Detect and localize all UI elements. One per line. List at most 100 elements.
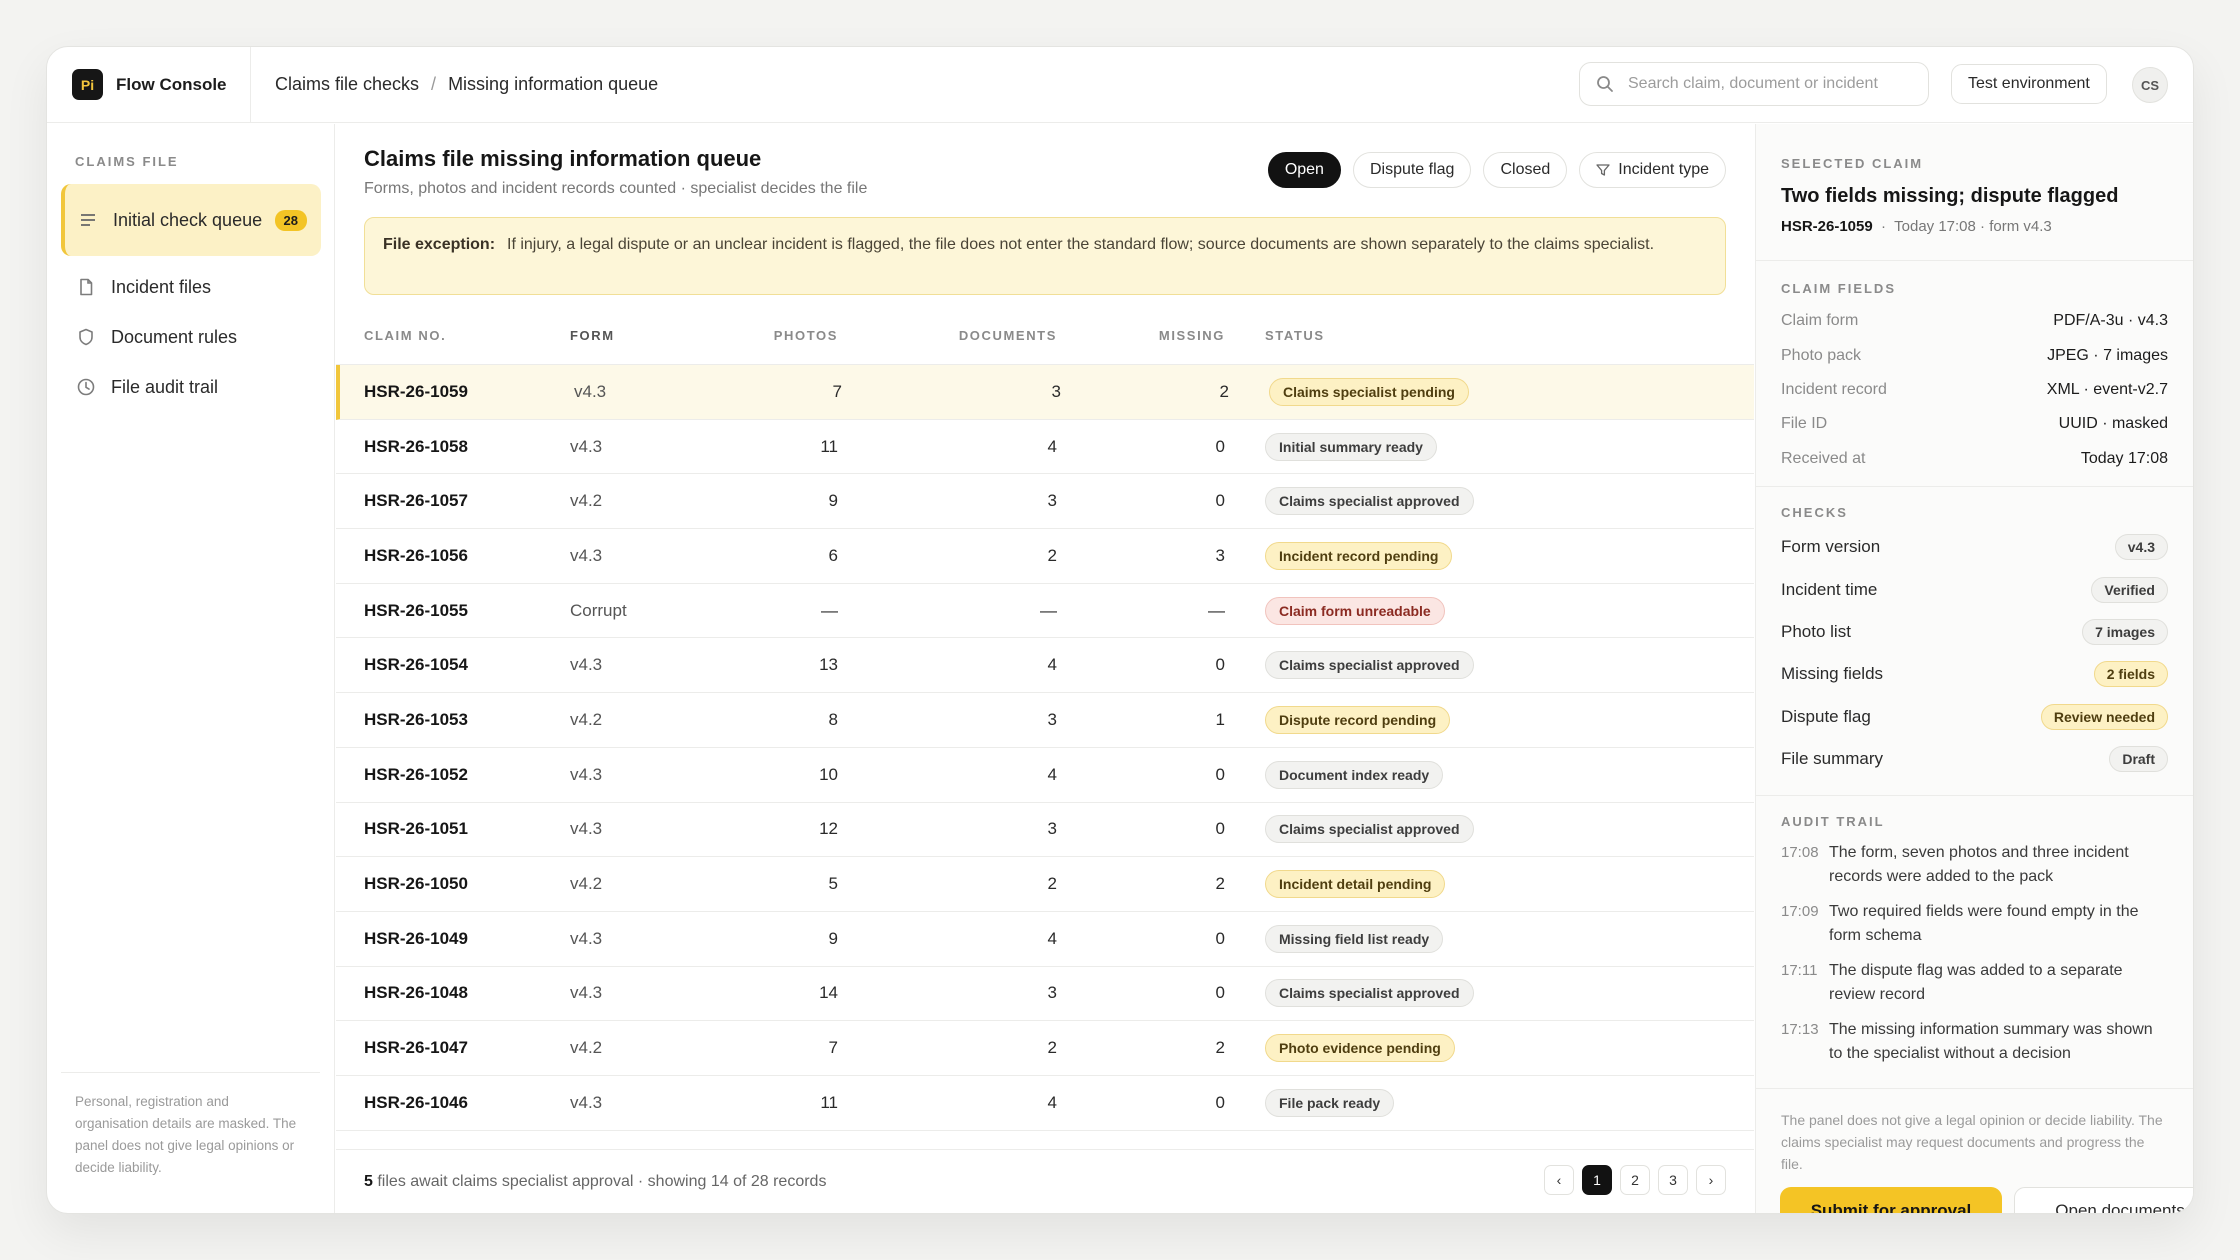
sidebar-item-label: Document rules [111,327,238,347]
column-header-status[interactable]: STATUS [1265,328,1325,343]
filter-dispute-flag[interactable]: Dispute flag [1352,152,1472,188]
document-count: 3 [1047,491,1057,511]
table-row[interactable]: HSR-26-1049 v4.3 9 4 0 Missing field list rea… [336,912,1754,967]
status-cell: Initial summary ready [1225,432,1437,461]
audit-time: 17:11 [1781,962,1818,979]
table-row[interactable]: HSR-26-1059 v4.3 7 3 2 Claims specialist pend… [336,365,1754,420]
status-badge: File pack ready [1265,1088,1395,1117]
column-header-documents[interactable]: DOCUMENTS [958,328,1057,343]
missing-count: 0 [1215,491,1225,511]
table-row[interactable]: HSR-26-1051 v4.3 12 3 0 Claims specialist app… [336,803,1754,858]
claim-number: HSR-26-1050 [364,874,468,894]
open-documents-button[interactable]: Open documents [2014,1187,2193,1213]
table-row[interactable]: HSR-26-1057 v4.2 9 3 0 Claims specialist appr… [336,474,1754,530]
table-row[interactable]: HSR-26-1056 v4.3 6 2 3 Incident record pendin… [336,529,1754,584]
audit-description: The dispute flag was added to a separate… [1829,962,2123,1003]
section-title: CLAIM FIELDS [1781,281,1896,296]
photo-count: 13 [819,655,838,675]
environment-button[interactable]: Test environment [1951,64,2107,104]
search-input[interactable] [1628,75,1878,93]
form-version: v4.3 [574,381,607,401]
document-count: — [1040,600,1057,620]
submit-for-approval-button[interactable]: Submit for approval [1780,1187,2002,1213]
table-row[interactable]: HSR-26-1053 v4.2 8 3 1 Dispute record pending [336,693,1754,748]
status-badge: Photo evidence pending [1265,1034,1455,1063]
table-row[interactable]: HSR-26-1058 v4.3 11 4 0 Initial summary ready [336,420,1754,475]
table-footer: 5 files await claims specialist approval… [336,1149,1754,1213]
sidebar-item-file-audit-trail[interactable]: File audit trail [61,364,321,410]
checks-list: Form version v4.3 Incident time Verified Pho… [1781,526,2168,780]
column-header-claim-no[interactable]: CLAIM NO. [364,328,447,343]
claim-detail-panel: SELECTED CLAIM Two fields missing; dispu… [1755,124,2193,1213]
photo-count: 14 [819,983,838,1003]
claim-field-row: Incident record XML · event-v2.7 [1781,373,2168,407]
document-count: 2 [1047,1038,1057,1058]
claims-table: CLAIM NO. FORM PHOTOS DOCUMENTS MISSING … [336,307,1754,1131]
claim-number: HSR-26-1058 [364,436,468,456]
table-row[interactable]: HSR-26-1050 v4.2 5 2 2 Incident detail pendin… [336,857,1754,912]
check-status-badge: Verified [2091,576,2168,603]
status-cell: Document index ready [1225,760,1444,789]
table-row[interactable]: HSR-26-1052 v4.3 10 4 0 Document index ready [336,748,1754,803]
column-header-form[interactable]: FORM [570,328,615,343]
sidebar-item-document-rules[interactable]: Document rules [61,314,321,360]
missing-count: — [1208,600,1225,620]
audit-time: 17:08 [1781,844,1819,861]
missing-count: 0 [1215,819,1225,839]
selected-claim-number: HSR-26-1059 [1781,218,1873,235]
search-box[interactable] [1579,62,1929,106]
pagination-prev-button[interactable]: ‹ [1544,1165,1574,1195]
check-row: Missing fields 2 fields [1781,653,2168,695]
claim-number: HSR-26-1051 [364,819,468,839]
missing-count: 0 [1215,655,1225,675]
sidebar-item-label: Initial check queue [113,210,263,230]
column-header-missing[interactable]: MISSING [1158,328,1225,343]
table-row[interactable]: HSR-26-1047 v4.2 7 2 2 Photo evidence pending [336,1021,1754,1076]
table-row[interactable]: HSR-26-1048 v4.3 14 3 0 Claims specialist app… [336,967,1754,1022]
pagination-page-1[interactable]: 1 [1582,1165,1612,1195]
meta-separator: · [1876,218,1891,235]
pagination-next-button[interactable]: › [1696,1165,1726,1195]
sidebar-item-initial-check-queue[interactable]: Initial check queue 28 [61,184,321,256]
table-row[interactable]: HSR-26-1054 v4.3 13 4 0 Claims specialist app… [336,638,1754,694]
clock-icon [75,376,97,398]
table-row[interactable]: HSR-26-1046 v4.3 11 4 0 File pack ready [336,1076,1754,1131]
brand[interactable]: Pi Flow Console [47,47,251,122]
sidebar-item-incident-files[interactable]: Incident files [61,264,321,310]
check-status-badge: 2 fields [2093,661,2168,688]
form-version: v4.3 [570,928,603,948]
status-badge: Missing field list ready [1265,924,1444,953]
table-row[interactable]: HSR-26-1055 Corrupt — — — Claim form unreadab… [336,584,1754,639]
photo-count: 7 [832,381,842,401]
column-header-photos[interactable]: PHOTOS [773,328,838,343]
check-status-badge: v4.3 [2114,534,2168,561]
status-cell: Dispute record pending [1225,705,1451,734]
breadcrumb-item-current: Missing information queue [448,74,659,94]
missing-count: 0 [1215,1092,1225,1112]
status-badge: Claims specialist approved [1265,815,1474,844]
pagination-page-2[interactable]: 2 [1620,1165,1650,1195]
top-bar: Pi Flow Console Claims file checks / Mis… [47,47,2193,123]
status-badge: Claims specialist approved [1265,651,1474,680]
filter-bar: Open Dispute flag Closed Incident type [1267,152,1726,188]
page-subtitle: Forms, photos and incident records count… [364,180,868,197]
missing-count: 1 [1215,709,1225,729]
status-cell: Claims specialist approved [1225,651,1474,680]
photo-count: 10 [819,764,838,784]
status-badge: Claims specialist pending [1269,377,1469,406]
file-exception-notice: File exception: If injury, a legal dispu… [364,217,1726,295]
filter-open[interactable]: Open [1267,152,1341,188]
claim-number: HSR-26-1055 [364,600,468,620]
check-label: Dispute flag [1781,706,1871,726]
notice-label: File exception: [383,236,496,253]
filter-closed[interactable]: Closed [1483,152,1568,188]
filter-incident-type[interactable]: Incident type [1579,152,1726,188]
main-content: Claims file missing information queue Fo… [336,124,1754,1213]
breadcrumb-item-claims-file-checks[interactable]: Claims file checks [275,74,420,94]
missing-count: 0 [1215,928,1225,948]
photo-count: 11 [820,1092,838,1112]
avatar[interactable]: CS [2132,67,2168,103]
pagination-page-3[interactable]: 3 [1658,1165,1688,1195]
document-count: 4 [1047,1092,1057,1112]
privacy-note: Personal, registration and organisation … [61,1072,320,1179]
